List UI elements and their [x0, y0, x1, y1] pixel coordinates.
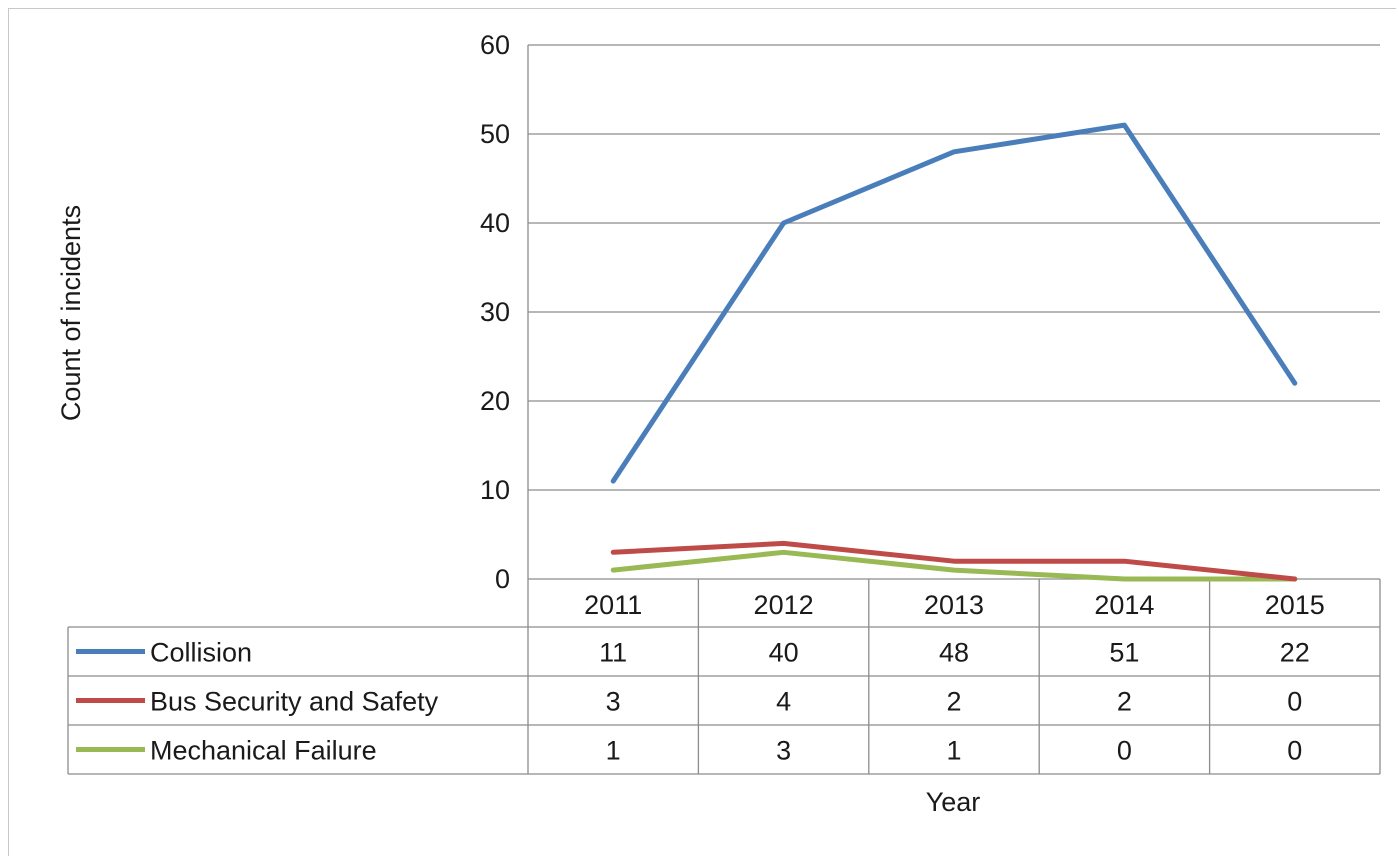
x-tick-label: 2011 — [584, 590, 642, 620]
data-label: 48 — [939, 638, 969, 668]
data-label: 40 — [769, 638, 799, 668]
x-tick-label: 2013 — [924, 590, 984, 620]
y-axis-ticks: 0 10 20 30 40 50 60 — [480, 30, 510, 594]
data-label: 0 — [1287, 687, 1302, 717]
data-label: 0 — [1287, 736, 1302, 766]
legend-label: Collision — [150, 638, 252, 668]
y-tick-label: 0 — [495, 564, 510, 594]
chart-frame — [8, 8, 1396, 856]
data-label: 22 — [1280, 638, 1310, 668]
x-tick-label: 2012 — [754, 590, 814, 620]
series-line-collision — [610, 122, 1298, 484]
y-tick-label: 10 — [480, 475, 510, 505]
y-tick-label: 20 — [480, 386, 510, 416]
data-label: 4 — [776, 687, 791, 717]
x-axis-label: Year — [926, 787, 981, 817]
x-tick-label: 2014 — [1094, 590, 1154, 620]
legend-label: Bus Security and Safety — [150, 687, 439, 717]
gridlines — [527, 44, 1380, 579]
legend-label: Mechanical Failure — [150, 736, 377, 766]
data-label: 1 — [946, 736, 961, 766]
data-label: 0 — [1117, 736, 1132, 766]
data-label: 11 — [599, 638, 627, 668]
y-tick-label: 50 — [480, 119, 510, 149]
data-label: 3 — [776, 736, 791, 766]
data-label: 1 — [606, 736, 621, 766]
x-tick-label: 2015 — [1265, 590, 1325, 620]
series-lines — [610, 122, 1298, 582]
y-axis-label: Count of incidents — [56, 205, 86, 421]
series-line-mechanical-failure — [610, 549, 1298, 582]
data-label: 3 — [606, 687, 621, 717]
y-tick-label: 30 — [480, 297, 510, 327]
y-tick-label: 60 — [480, 30, 510, 60]
data-label: 2 — [1117, 687, 1132, 717]
data-label: 51 — [1109, 638, 1139, 668]
data-label: 2 — [946, 687, 961, 717]
series-line-bus-security-and-safety — [610, 540, 1298, 582]
y-tick-label: 40 — [480, 208, 510, 238]
